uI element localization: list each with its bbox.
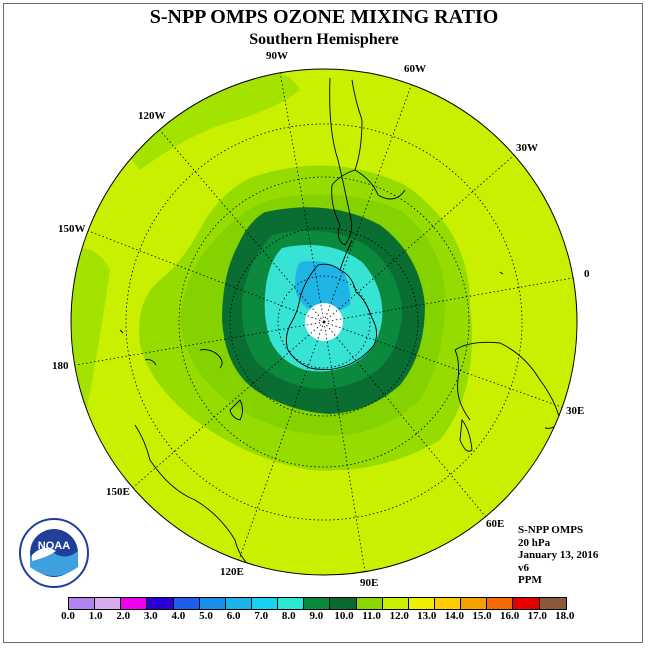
colorbar-tick-label: 13.0 bbox=[417, 610, 437, 622]
colorbar-swatch bbox=[539, 598, 566, 609]
colorbar-tick-label: 4.0 bbox=[171, 610, 186, 622]
colorbar-swatch bbox=[356, 598, 383, 609]
colorbar-swatch bbox=[95, 598, 122, 609]
meridian-grid bbox=[71, 69, 577, 575]
info-instrument: S-NPP OMPS bbox=[518, 524, 584, 536]
colorbar-swatch bbox=[304, 598, 331, 609]
colorbar-tick-label: 16.0 bbox=[499, 610, 520, 622]
colorbar-tick-label: 15.0 bbox=[472, 610, 492, 622]
map-boundary bbox=[70, 68, 578, 576]
colorbar-tick-label: 5.0 bbox=[199, 610, 213, 622]
colorbar-tick-label: 2.0 bbox=[116, 610, 131, 622]
colorbar-tick-label: 6.0 bbox=[226, 610, 241, 622]
colorbar-swatch bbox=[278, 598, 305, 609]
coastlines bbox=[119, 77, 561, 571]
info-level: 20 hPa bbox=[518, 536, 551, 549]
colorbar-swatch bbox=[513, 598, 540, 609]
colorbar-tick-label: 11.0 bbox=[362, 610, 381, 622]
noaa-logo-text: NOAA bbox=[38, 540, 70, 552]
colorbar-tick-label: 7.0 bbox=[254, 610, 269, 622]
lon-label-90w: 90W bbox=[266, 50, 288, 62]
colorbar-swatch bbox=[199, 598, 226, 609]
colorbar-swatch bbox=[121, 598, 148, 609]
colorbar-swatch bbox=[69, 598, 96, 609]
colorbar-tick-label: 1.0 bbox=[88, 610, 103, 622]
ozone-band-blue bbox=[295, 261, 351, 314]
colorbar-tick-label: 9.0 bbox=[309, 610, 324, 622]
colorbar-swatch bbox=[173, 598, 200, 609]
lon-label-120e: 120E bbox=[220, 566, 244, 578]
map-title: S-NPP OMPS OZONE MIXING RATIO bbox=[149, 6, 499, 28]
info-date: January 13, 2016 bbox=[518, 549, 599, 561]
lon-label-150w: 150W bbox=[58, 223, 86, 235]
colorbar-swatch bbox=[147, 598, 174, 609]
lon-label-30w: 30W bbox=[516, 142, 538, 154]
colorbar-tick-label: 8.0 bbox=[281, 610, 296, 622]
lon-label-60e: 60E bbox=[486, 518, 505, 530]
lon-label-30e: 30E bbox=[566, 405, 585, 417]
colorbar-tick-label: 0.0 bbox=[61, 610, 75, 622]
colorbar-swatch bbox=[461, 598, 488, 609]
colorbar-tick-label: 3.0 bbox=[143, 610, 158, 622]
colorbar-ticks: 0.0 1.0 2.0 3.0 4.0 5.0 6.0 7.0 8.0 9.0 10.0 11.0 12… bbox=[0, 610, 648, 624]
colorbar-tick-label: 10.0 bbox=[334, 610, 354, 622]
colorbar-swatch bbox=[408, 598, 435, 609]
colorbar-swatch bbox=[251, 598, 279, 609]
colorbar-tick-label: 12.0 bbox=[389, 610, 409, 622]
info-units: PPM bbox=[518, 574, 542, 586]
colorbar-tick-label: 17.0 bbox=[527, 610, 547, 622]
info-version: v6 bbox=[518, 561, 529, 574]
map-subtitle: Southern Hemisphere bbox=[249, 31, 399, 48]
lon-label-180: 180 bbox=[52, 360, 69, 372]
lon-label-0: 0 bbox=[584, 268, 590, 280]
lon-label-150e: 150E bbox=[106, 486, 130, 498]
lon-label-120w: 120W bbox=[138, 110, 166, 122]
colorbar-swatch bbox=[382, 598, 409, 609]
info-panel: S-NPP OMPS 20 hPa January 13, 2016 v6 PP… bbox=[518, 524, 598, 587]
lon-label-90e: 90E bbox=[360, 577, 379, 589]
noaa-logo: NOAA bbox=[18, 517, 90, 589]
colorbar-swatch bbox=[487, 598, 514, 609]
colorbar-swatch bbox=[225, 598, 252, 609]
lon-label-60w: 60W bbox=[404, 63, 426, 75]
colorbar-swatch bbox=[330, 598, 357, 609]
colorbar-tick-label: 14.0 bbox=[444, 610, 465, 622]
colorbar-tick-label: 18.0 bbox=[555, 610, 575, 622]
colorbar-swatch bbox=[434, 598, 462, 609]
latitude-grid bbox=[125, 123, 523, 521]
colorbar bbox=[68, 597, 567, 610]
